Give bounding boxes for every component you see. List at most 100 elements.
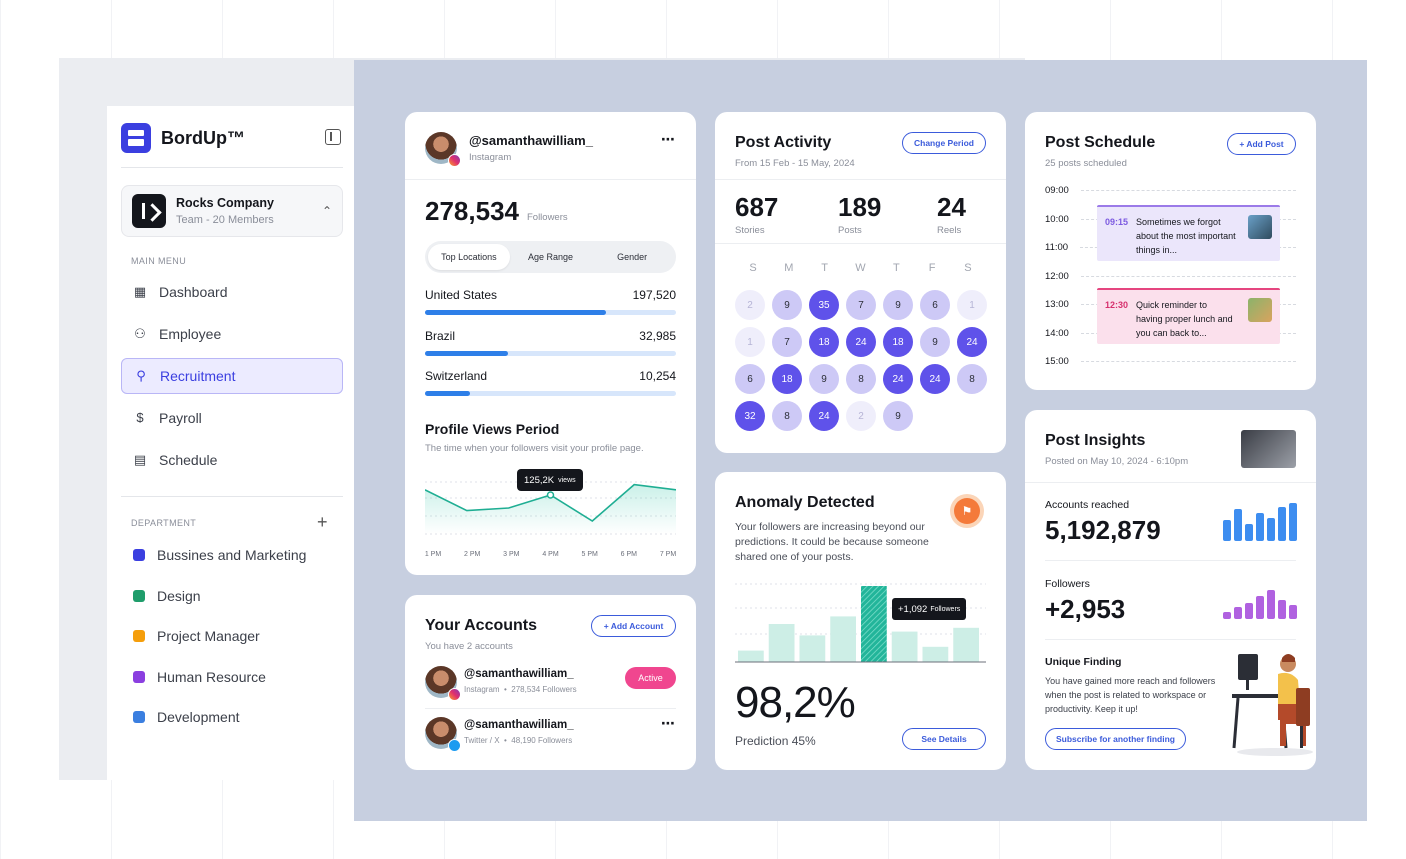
mini-bar bbox=[1234, 607, 1242, 619]
anomaly-bar bbox=[861, 586, 887, 662]
mini-bar bbox=[1256, 595, 1264, 619]
weekday-label: M bbox=[784, 262, 794, 274]
tab-age-range[interactable]: Age Range bbox=[527, 252, 574, 262]
calendar-day[interactable]: 9 bbox=[772, 290, 802, 320]
calendar-day[interactable]: 8 bbox=[846, 364, 876, 394]
department-item[interactable]: Human Resource bbox=[133, 669, 266, 685]
department-color-dot bbox=[133, 670, 145, 683]
add-account-button[interactable]: + Add Account bbox=[591, 615, 676, 637]
location-bar bbox=[425, 350, 676, 356]
location-bar bbox=[425, 310, 676, 315]
add-department-icon[interactable]: + bbox=[317, 512, 328, 532]
tooltip-unit: views bbox=[558, 476, 576, 484]
calendar-day[interactable]: 1 bbox=[735, 327, 765, 357]
calendar-day[interactable]: 24 bbox=[957, 327, 987, 357]
location-bar-fill bbox=[425, 391, 471, 396]
calendar-day[interactable]: 24 bbox=[920, 364, 950, 394]
calendar-day[interactable]: 35 bbox=[809, 290, 839, 320]
location-value: 10,254 bbox=[639, 369, 676, 383]
account-followers: 278,534 Followers bbox=[511, 685, 577, 694]
account-handle: @samanthawilliam_ bbox=[464, 719, 574, 731]
scheduled-event[interactable]: 09:15 Sometimes we forgot about the most… bbox=[1097, 205, 1280, 261]
event-thumbnail bbox=[1248, 215, 1272, 239]
calendar-day[interactable]: 2 bbox=[846, 401, 876, 431]
event-time: 09:15 bbox=[1105, 217, 1129, 227]
stat-value: 687 bbox=[735, 192, 779, 222]
schedule-title: Post Schedule bbox=[1045, 134, 1156, 151]
calendar-day[interactable]: 6 bbox=[920, 290, 950, 320]
calendar-day[interactable]: 8 bbox=[957, 364, 987, 394]
time-gridline bbox=[1080, 190, 1296, 191]
department-item[interactable]: Design bbox=[133, 588, 201, 604]
calendar-day[interactable]: 8 bbox=[772, 401, 802, 431]
more-options-icon[interactable]: ⋯ bbox=[661, 131, 676, 147]
location-value: 32,985 bbox=[639, 328, 676, 343]
dollar-doc-icon: $ bbox=[136, 410, 144, 425]
status-badge: Active bbox=[625, 667, 676, 689]
anomaly-title: Anomaly Detected bbox=[735, 494, 875, 511]
followers-count: 278,534 bbox=[425, 196, 519, 226]
sidebar-item-employee[interactable]: ⚇ Employee bbox=[121, 316, 343, 352]
mini-bar bbox=[1245, 603, 1253, 619]
sidebar-item-payroll[interactable]: $ Payroll bbox=[121, 400, 343, 436]
anomaly-chart bbox=[735, 583, 986, 663]
activity-sub: From 15 Feb - 15 May, 2024 bbox=[735, 158, 855, 169]
calendar-day[interactable]: 24 bbox=[883, 364, 913, 394]
brand-logo bbox=[121, 123, 151, 153]
anomaly-text: Your followers are increasing beyond our… bbox=[735, 521, 929, 563]
followers-value: +2,953 bbox=[1045, 594, 1126, 624]
tab-gender[interactable]: Gender bbox=[617, 252, 648, 262]
more-options-icon[interactable]: ⋯ bbox=[661, 715, 675, 731]
calendar-day[interactable]: 7 bbox=[846, 290, 876, 320]
department-item[interactable]: Project Manager bbox=[133, 628, 260, 644]
company-switcher[interactable]: Rocks Company Team - 20 Members ⌃ bbox=[121, 185, 343, 237]
calendar-day[interactable]: 9 bbox=[809, 364, 839, 394]
location-bar-fill bbox=[425, 310, 606, 315]
calendar-day[interactable]: 24 bbox=[846, 327, 876, 357]
mini-bar bbox=[1289, 604, 1297, 619]
event-thumbnail bbox=[1248, 298, 1272, 322]
sidebar-item-schedule[interactable]: ▤ Schedule bbox=[121, 442, 343, 478]
anomaly-bar bbox=[799, 635, 826, 662]
time-label: 13:00 bbox=[1045, 299, 1069, 310]
calendar-day[interactable]: 9 bbox=[883, 401, 913, 431]
mini-bar bbox=[1278, 600, 1286, 619]
calendar-day[interactable]: 6 bbox=[735, 364, 765, 394]
weekday-label: W bbox=[855, 262, 866, 274]
post-thumbnail bbox=[1241, 430, 1296, 468]
calendar-day[interactable]: 2 bbox=[735, 290, 765, 320]
accounts-sub: You have 2 accounts bbox=[425, 641, 513, 652]
mini-bar bbox=[1245, 523, 1253, 541]
department-color-dot bbox=[133, 589, 145, 602]
sidebar-item-dashboard[interactable]: ▦ Dashboard bbox=[121, 274, 343, 310]
calendar-day[interactable]: 1 bbox=[957, 290, 987, 320]
event-text: Sometimes we forgot about the most impor… bbox=[1136, 217, 1236, 255]
department-item[interactable]: Bussines and Marketing bbox=[133, 547, 306, 563]
see-details-button[interactable]: See Details bbox=[902, 728, 986, 750]
insights-sub: Posted on May 10, 2024 - 6:10pm bbox=[1045, 456, 1189, 467]
add-post-button[interactable]: + Add Post bbox=[1227, 133, 1296, 155]
calendar-day[interactable]: 32 bbox=[735, 401, 765, 431]
collapse-sidebar-icon[interactable] bbox=[325, 129, 341, 145]
subscribe-finding-button[interactable]: Subscribe for another finding bbox=[1045, 728, 1186, 750]
calendar-day[interactable]: 7 bbox=[772, 327, 802, 357]
grid-icon: ▦ bbox=[133, 284, 147, 299]
tab-top-locations[interactable]: Top Locations bbox=[428, 244, 510, 270]
weekday-label: T bbox=[892, 262, 900, 274]
calendar-day[interactable]: 9 bbox=[883, 290, 913, 320]
anomaly-bar bbox=[891, 631, 918, 662]
calendar-day[interactable]: 9 bbox=[920, 327, 950, 357]
change-period-button[interactable]: Change Period bbox=[902, 132, 986, 154]
flag-icon: ⚑ bbox=[950, 494, 984, 528]
scheduled-event[interactable]: 12:30 Quick reminder to having proper lu… bbox=[1097, 288, 1280, 344]
department-label: DEPARTMENT bbox=[131, 518, 197, 528]
calendar-day[interactable]: 18 bbox=[772, 364, 802, 394]
department-item[interactable]: Development bbox=[133, 709, 240, 725]
calendar-day[interactable]: 18 bbox=[809, 327, 839, 357]
calendar-day[interactable]: 18 bbox=[883, 327, 913, 357]
avatar bbox=[425, 717, 461, 752]
accounts-card: Your Accounts You have 2 accounts + Add … bbox=[405, 595, 696, 770]
account-handle: @samanthawilliam_ bbox=[464, 668, 574, 680]
sidebar-item-recruitment[interactable]: ⚲ Recruitment bbox=[121, 358, 343, 394]
calendar-day[interactable]: 24 bbox=[809, 401, 839, 431]
